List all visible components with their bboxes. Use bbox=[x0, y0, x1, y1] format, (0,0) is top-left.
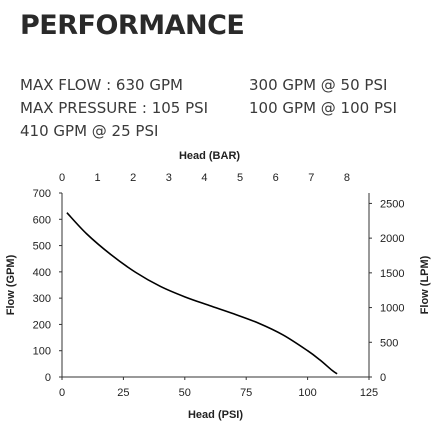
x-tick-label: 25 bbox=[117, 387, 129, 399]
y-tick-label: 600 bbox=[33, 214, 51, 226]
right-tick-label: 2500 bbox=[380, 198, 404, 210]
top-tick-label: 5 bbox=[237, 172, 243, 184]
top-tick-label: 0 bbox=[59, 172, 65, 184]
chart-frame bbox=[61, 193, 370, 378]
right-tick-label: 500 bbox=[380, 337, 398, 349]
y-tick-label: 300 bbox=[33, 293, 51, 305]
x-tick-label: 75 bbox=[240, 387, 252, 399]
top-tick-label: 8 bbox=[344, 172, 350, 184]
y-tick-label: 200 bbox=[33, 319, 51, 331]
chart-plot bbox=[66, 212, 338, 375]
x-tick-label: 100 bbox=[298, 387, 316, 399]
x-axis-label: Head (PSI) bbox=[188, 409, 243, 421]
y-tick-label: 400 bbox=[33, 267, 51, 279]
right-axis-label: Flow (LPM) bbox=[419, 255, 431, 314]
x-tick-label: 0 bbox=[59, 387, 65, 399]
right-tick-label: 2000 bbox=[380, 233, 404, 245]
y-axis-label: Flow (GPM) bbox=[5, 254, 17, 315]
top-tick-label: 7 bbox=[308, 172, 314, 184]
y-tick-label: 0 bbox=[45, 372, 51, 384]
right-tick-label: 0 bbox=[380, 372, 386, 384]
top-tick-label: 6 bbox=[273, 172, 279, 184]
page-title: PERFORMANCE bbox=[20, 10, 245, 41]
right-tick-label: 1500 bbox=[380, 268, 404, 280]
x-tick-label: 50 bbox=[179, 387, 191, 399]
y-tick-label: 100 bbox=[33, 346, 51, 358]
spec-max-pressure: MAX PRESSURE : 105 PSI bbox=[20, 99, 209, 117]
spec-flow-at-25psi: 410 GPM @ 25 PSI bbox=[20, 122, 159, 140]
top-axis-label: Head (BAR) bbox=[179, 150, 240, 162]
spec-max-flow: MAX FLOW : 630 GPM bbox=[20, 76, 183, 94]
y-tick-label: 500 bbox=[33, 241, 51, 253]
top-tick-label: 1 bbox=[95, 172, 101, 184]
spec-flow-at-100psi: 100 GPM @ 100 PSI bbox=[249, 99, 397, 117]
top-tick-label: 2 bbox=[130, 172, 136, 184]
spec-flow-at-50psi: 300 GPM @ 50 PSI bbox=[249, 76, 388, 94]
y-tick-label: 700 bbox=[33, 188, 51, 200]
right-tick-label: 1000 bbox=[380, 303, 404, 315]
top-tick-label: 4 bbox=[201, 172, 207, 184]
top-tick-label: 3 bbox=[166, 172, 172, 184]
performance-curve bbox=[66, 212, 338, 375]
x-tick-label: 125 bbox=[360, 387, 378, 399]
